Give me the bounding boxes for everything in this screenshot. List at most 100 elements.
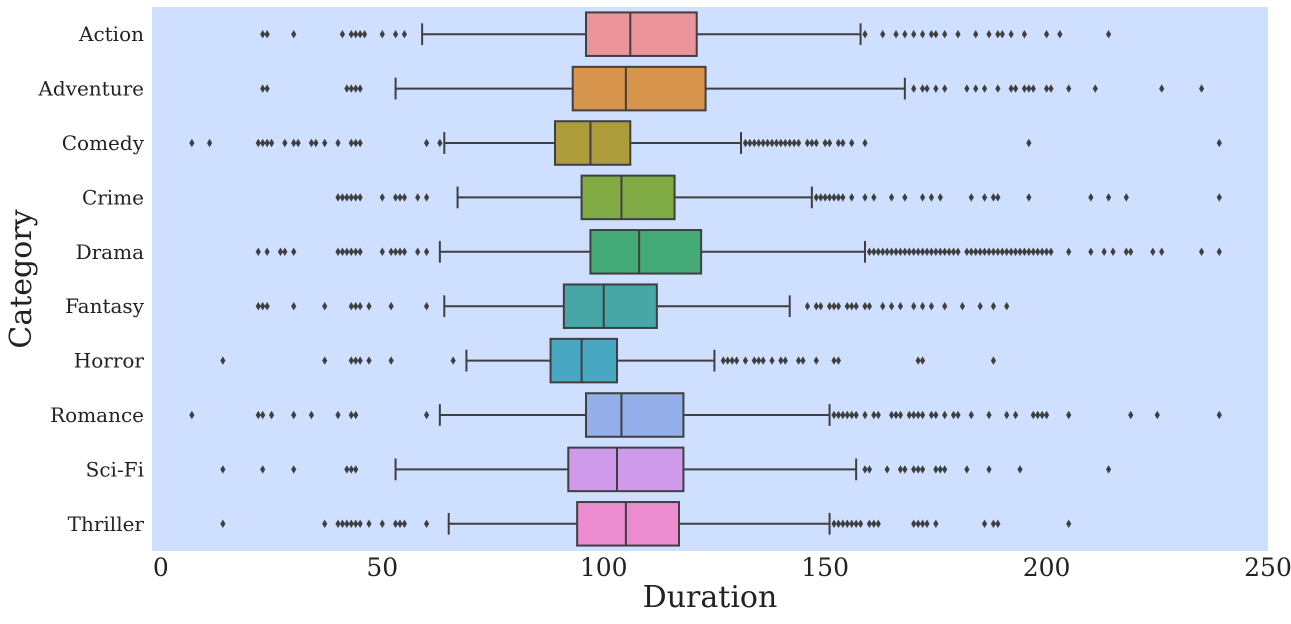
outlier-point (388, 356, 394, 365)
outlier-point (902, 30, 908, 39)
outlier-point (933, 465, 939, 474)
outlier-point (322, 138, 328, 148)
box-group-adventure (260, 65, 1205, 112)
y-tick-label: Adventure (37, 77, 144, 101)
outlier-point (1035, 410, 1041, 420)
outlier-point (849, 519, 855, 528)
outlier-point (888, 302, 895, 311)
outlier-point (260, 30, 266, 39)
outlier-point (353, 193, 359, 202)
outlier-point (344, 519, 350, 528)
outlier-point (268, 138, 275, 148)
outlier-point (897, 465, 904, 474)
y-tick-labels: Action Adventure Comedy Crime Drama Fantasy Ho… (37, 22, 144, 536)
outlier-point (835, 193, 842, 202)
outlier-point (348, 302, 354, 311)
outlier-point (871, 519, 877, 528)
outlier-point (849, 302, 855, 311)
outlier-point (990, 519, 997, 528)
outlier-point (756, 356, 762, 365)
outlier-point (392, 30, 399, 39)
outlier-point (357, 193, 363, 202)
outlier-point (897, 302, 904, 311)
outlier-point (849, 193, 855, 202)
outlier-point (751, 138, 757, 148)
outlier-point (897, 410, 904, 420)
outlier-point (423, 138, 430, 148)
outlier-point (189, 138, 195, 148)
box-iqr (576, 501, 681, 547)
outlier-point (981, 84, 988, 93)
outlier-point (942, 302, 948, 311)
outlier-point (1035, 247, 1041, 256)
outlier-point (968, 193, 974, 202)
outlier-point (733, 356, 740, 365)
outlier-point (915, 410, 921, 420)
outlier-point (884, 465, 890, 474)
outlier-point (897, 247, 904, 256)
outlier-point (999, 247, 1005, 256)
outlier-point (933, 84, 939, 93)
outlier-point (1198, 84, 1205, 93)
outlier-point (282, 247, 288, 256)
outlier-point (853, 519, 859, 528)
outlier-point (357, 356, 363, 365)
outlier-point (339, 519, 346, 528)
outlier-point (764, 138, 771, 148)
outlier-point (902, 465, 908, 474)
outlier-point (344, 465, 350, 474)
outlier-point (906, 247, 912, 256)
outlier-point (1066, 247, 1072, 256)
outlier-point (1039, 410, 1045, 420)
outlier-point (335, 410, 341, 420)
outlier-point (840, 410, 846, 420)
outlier-point (853, 410, 859, 420)
outlier-point (831, 356, 837, 365)
outlier-point (348, 465, 354, 474)
outlier-point (322, 302, 328, 311)
outlier-point (747, 138, 753, 148)
outlier-point (813, 356, 819, 365)
box-iqr (571, 65, 707, 112)
outlier-point (911, 84, 917, 93)
outlier-point (919, 302, 926, 311)
outlier-point (995, 519, 1001, 528)
outlier-point (1043, 247, 1050, 256)
outlier-point (392, 193, 399, 202)
outlier-point (450, 356, 456, 365)
outlier-point (1088, 247, 1094, 256)
outlier-point (1043, 30, 1050, 39)
outlier-point (880, 30, 886, 39)
outlier-point (255, 138, 261, 148)
outlier-point (725, 356, 731, 365)
outlier-point (795, 356, 802, 365)
outlier-point (880, 302, 886, 311)
outlier-point (348, 356, 354, 365)
outlier-point (1105, 193, 1112, 202)
outlier-point (423, 302, 430, 311)
outlier-point (437, 138, 443, 148)
outlier-point (919, 519, 926, 528)
box-iqr (562, 283, 658, 329)
y-tick-label: Comedy (62, 131, 145, 155)
outlier-point (866, 247, 873, 256)
outlier-point (995, 247, 1001, 256)
outlier-point (813, 138, 819, 148)
outlier-point (357, 84, 363, 93)
x-tick-label: 0 (153, 553, 169, 582)
outlier-point (423, 519, 430, 528)
outlier-point (933, 247, 939, 256)
outlier-point (1004, 247, 1010, 256)
outlier-point (1057, 30, 1063, 39)
outlier-point (871, 410, 877, 420)
outlier-point (379, 193, 385, 202)
outlier-point (853, 302, 859, 311)
outlier-point (928, 302, 935, 311)
outlier-point (977, 302, 983, 311)
outlier-point (379, 30, 385, 39)
outlier-point (942, 247, 948, 256)
outlier-point (915, 356, 921, 365)
outlier-point (1110, 247, 1116, 256)
outlier-point (291, 247, 297, 256)
outlier-point (981, 193, 988, 202)
